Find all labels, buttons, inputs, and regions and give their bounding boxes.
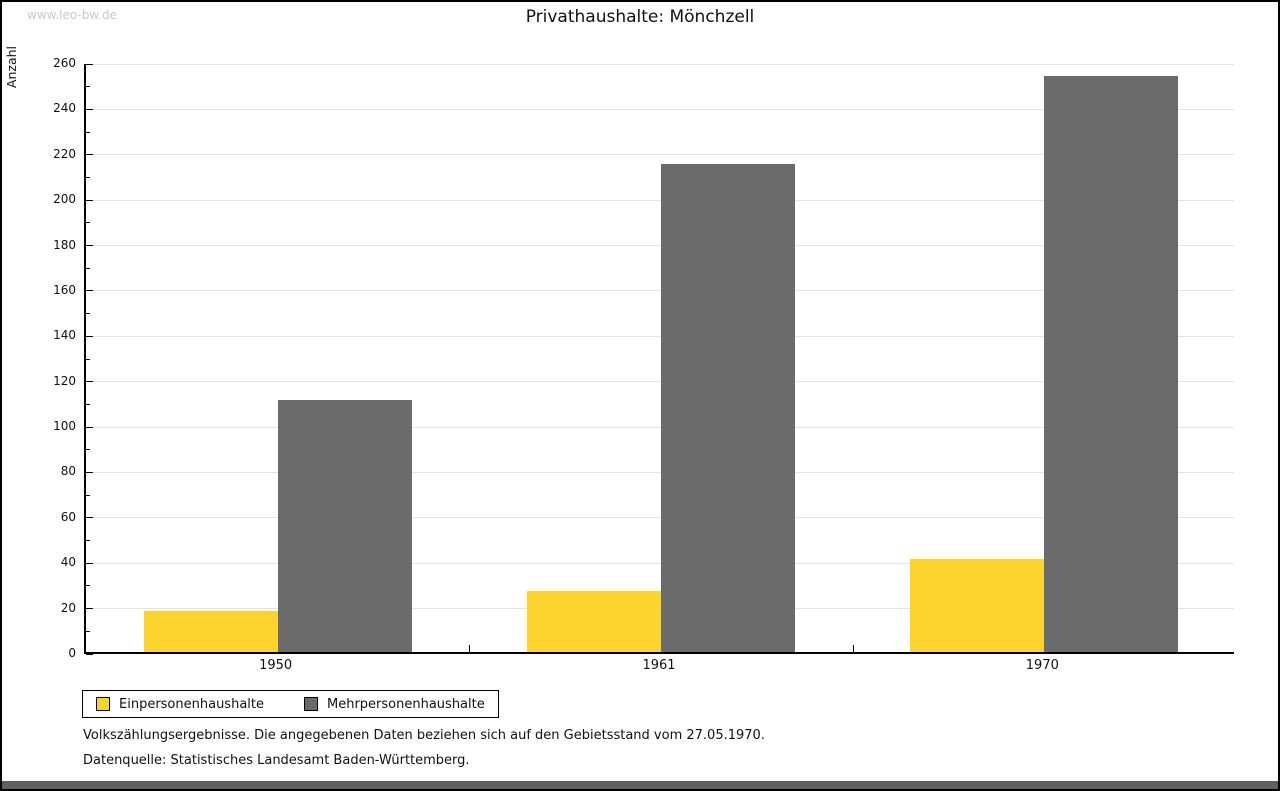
y-major-tick [86,426,93,428]
y-tick-label: 200 [53,192,76,207]
y-tick-label: 80 [60,464,76,479]
x-tick-label-1970: 1970 [1025,658,1059,673]
y-tick-label: 140 [53,328,76,343]
y-minor-tick [86,449,90,451]
y-minor-tick [86,176,90,178]
gridline-y-80 [86,471,1234,473]
y-minor-tick [86,585,90,587]
bar-Einpersonenhaushalte-1970 [910,558,1045,652]
legend-item-Einpersonenhaushalte: Einpersonenhaushalte [96,697,264,712]
x-boundary-tick [852,645,854,652]
y-minor-tick [86,494,90,496]
legend-label: Einpersonenhaushalte [119,696,264,712]
y-tick-label: 40 [60,555,76,570]
y-tick-label: 20 [60,600,76,615]
bar-Einpersonenhaushalte-1950 [143,611,278,652]
y-minor-tick [86,86,90,88]
legend-swatch-icon [96,697,110,711]
y-minor-tick [86,131,90,133]
y-axis-title: Anzahl [4,46,19,89]
y-major-tick [86,154,93,156]
y-major-tick [86,653,93,655]
y-tick-label: 120 [53,373,76,388]
legend-swatch-icon [304,697,318,711]
bar-Mehrpersonenhaushalte-1970 [1044,75,1179,652]
gridline-y-260 [86,63,1234,65]
y-tick-label: 100 [53,419,76,434]
y-major-tick [86,63,93,65]
y-major-tick [86,199,93,201]
y-tick-label: 160 [53,282,76,297]
footer-note-source: Volkszählungsergebnisse. Die angegebenen… [83,728,765,743]
bar-Mehrpersonenhaushalte-1961 [661,164,795,652]
y-major-tick [86,517,93,519]
bar-Mehrpersonenhaushalte-1950 [277,400,412,652]
y-major-tick [86,381,93,383]
y-major-tick [86,108,93,110]
gridline-y-40 [86,562,1234,564]
legend-item-Mehrpersonenhaushalte: Mehrpersonenhaushalte [304,697,485,712]
y-major-tick [86,335,93,337]
gridline-y-60 [86,517,1234,519]
y-major-tick [86,290,93,292]
x-tick-label-1961: 1961 [642,658,676,673]
gridline-y-160 [86,290,1234,292]
y-minor-tick [86,403,90,405]
x-tick-label-1950: 1950 [259,658,293,673]
y-minor-tick [86,358,90,360]
y-minor-tick [86,313,90,315]
y-tick-label: 180 [53,237,76,252]
y-tick-label: 220 [53,146,76,161]
gridline-y-180 [86,245,1234,247]
legend-label: Mehrpersonenhaushalte [327,696,485,712]
y-major-tick [86,471,93,473]
y-major-tick [86,245,93,247]
bottom-status-bar [2,781,1278,789]
y-tick-label: 260 [53,56,76,70]
y-tick-label: 60 [60,509,76,524]
y-tick-label: 0 [68,646,76,660]
gridline-y-140 [86,335,1234,337]
y-major-tick [86,562,93,564]
bar-Einpersonenhaushalte-1961 [527,590,661,652]
y-minor-tick [86,222,90,224]
gridline-y-120 [86,381,1234,383]
plot-area [84,63,1234,655]
y-minor-tick [86,540,90,542]
gridline-y-220 [86,154,1234,156]
gridline-y-240 [86,108,1234,110]
y-minor-tick [86,267,90,269]
y-tick-label: 240 [53,101,76,116]
gridline-y-200 [86,199,1234,201]
y-minor-tick [86,630,90,632]
legend-box: Einpersonenhaushalte Mehrpersonenhaushalt… [82,690,499,718]
x-boundary-tick [469,645,471,652]
chart-title: Privathaushalte: Mönchzell [525,7,755,27]
watermark-link: www.leo-bw.de [27,8,117,22]
gridline-y-100 [86,426,1234,428]
footer-note-dataquelle: Datenquelle: Statistisches Landesamt Bad… [83,753,470,768]
y-major-tick [86,608,93,610]
